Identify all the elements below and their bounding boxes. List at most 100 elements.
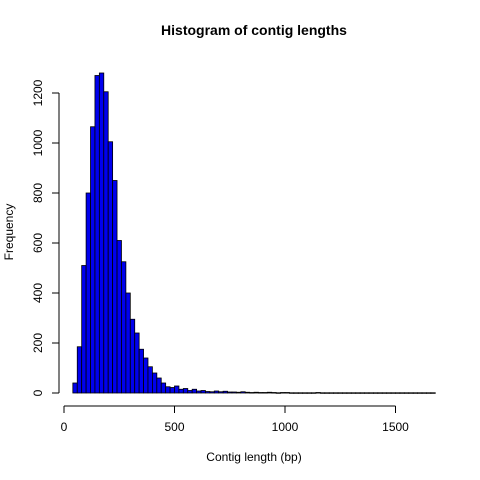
histogram-bar	[372, 392, 379, 394]
histogram-bar	[200, 390, 206, 394]
histogram-bar	[284, 392, 290, 394]
histogram-bar	[196, 390, 202, 394]
histogram-bar	[337, 392, 343, 394]
histogram-bar	[76, 346, 83, 394]
histogram-bar	[324, 392, 330, 394]
histogram-bar	[381, 392, 388, 394]
y-tick-label: 800	[31, 183, 45, 203]
y-tick-label: 600	[31, 233, 45, 253]
y-tick-label: 1000	[31, 129, 45, 156]
histogram-bar	[169, 387, 175, 394]
histogram-bar	[319, 392, 326, 394]
histogram-bar	[227, 391, 233, 394]
histogram-bar	[147, 366, 153, 394]
histogram-bar	[134, 332, 140, 394]
histogram-bar	[98, 72, 105, 394]
histogram-bar	[231, 391, 237, 394]
histogram-bar	[328, 392, 335, 394]
x-tick-label: 500	[164, 420, 184, 434]
histogram-bar	[430, 392, 436, 394]
histogram-bar	[209, 391, 215, 394]
histogram-bar	[315, 392, 321, 394]
histogram-bar	[421, 392, 427, 394]
y-tick-label: 200	[31, 333, 45, 353]
histogram-bar	[187, 390, 193, 394]
histogram-bar	[151, 372, 158, 394]
histogram-bar	[107, 141, 114, 394]
y-tick-label: 1200	[31, 79, 45, 106]
histogram-bar	[178, 388, 184, 394]
x-tick-label: 1500	[382, 420, 409, 434]
histogram-bar	[355, 392, 361, 394]
histogram-bar	[293, 392, 299, 394]
histogram-bar	[116, 240, 122, 394]
histogram-bar	[103, 91, 109, 394]
histogram-bar	[262, 392, 268, 394]
histogram-bar	[112, 180, 118, 394]
x-tick-label: 0	[61, 420, 68, 434]
histogram-bar	[258, 392, 264, 394]
histogram-bar	[359, 392, 365, 394]
histogram-bar	[125, 292, 131, 394]
histogram-bar	[174, 385, 180, 394]
histogram-bar	[160, 382, 167, 394]
histogram-bar	[156, 377, 162, 394]
histogram-bar	[306, 392, 312, 394]
x-axis-label: Contig length (bp)	[206, 450, 301, 464]
histogram-bar	[289, 392, 295, 394]
histogram-bar	[81, 265, 87, 394]
histogram-bar	[165, 386, 171, 394]
histogram-bar	[271, 392, 277, 394]
histogram-bar	[390, 392, 396, 394]
chart-title: Histogram of contig lengths	[161, 22, 347, 38]
histogram-bar	[297, 392, 304, 394]
histogram-bar	[205, 391, 211, 394]
histogram-bar	[94, 75, 100, 394]
histogram-bar	[143, 357, 149, 394]
x-axis: 0 500 1000 1500	[61, 405, 409, 434]
histogram-bar	[350, 392, 357, 394]
histogram-bar	[311, 392, 317, 394]
histogram-bar	[426, 392, 432, 394]
histogram-bar	[218, 391, 224, 394]
histogram-bar	[72, 382, 78, 394]
histogram-bar	[85, 192, 91, 394]
histogram-bar	[253, 391, 259, 394]
histogram-bar	[364, 392, 370, 394]
histogram-bar	[222, 390, 228, 394]
histogram-bar	[386, 392, 392, 394]
y-tick-label: 400	[31, 283, 45, 303]
histogram-bar	[377, 392, 383, 394]
histogram-bar	[408, 392, 414, 394]
histogram-bar	[90, 126, 96, 394]
x-tick-label: 1000	[272, 420, 299, 434]
histogram-bar	[244, 391, 251, 394]
histogram-bar	[399, 392, 405, 394]
histogram-bar	[395, 392, 401, 394]
histogram-bar	[417, 392, 423, 394]
histogram-bar	[266, 391, 273, 394]
histogram-bar	[191, 388, 197, 394]
histogram-bar	[368, 392, 374, 394]
histogram-bar	[412, 392, 418, 394]
histogram-bar	[275, 392, 281, 394]
bars-group	[72, 72, 436, 394]
y-tick-label: 0	[31, 389, 45, 396]
histogram-bar	[302, 392, 308, 394]
histogram-bar	[240, 391, 246, 394]
histogram-bar	[129, 318, 136, 394]
histogram-bar	[342, 392, 348, 394]
y-axis: 0 200 400 600 800 1000 1200	[31, 79, 60, 396]
histogram-bar	[213, 390, 220, 394]
histogram-bar	[235, 391, 242, 394]
histogram-bar	[280, 392, 286, 394]
y-axis-label: Frequency	[2, 204, 16, 261]
histogram-bar	[249, 392, 255, 394]
histogram-bar	[333, 392, 339, 394]
histogram-bar	[403, 392, 410, 394]
histogram-bar	[138, 348, 144, 394]
histogram-bar	[346, 392, 352, 394]
histogram-bar	[182, 388, 189, 394]
histogram-bar	[121, 261, 127, 394]
